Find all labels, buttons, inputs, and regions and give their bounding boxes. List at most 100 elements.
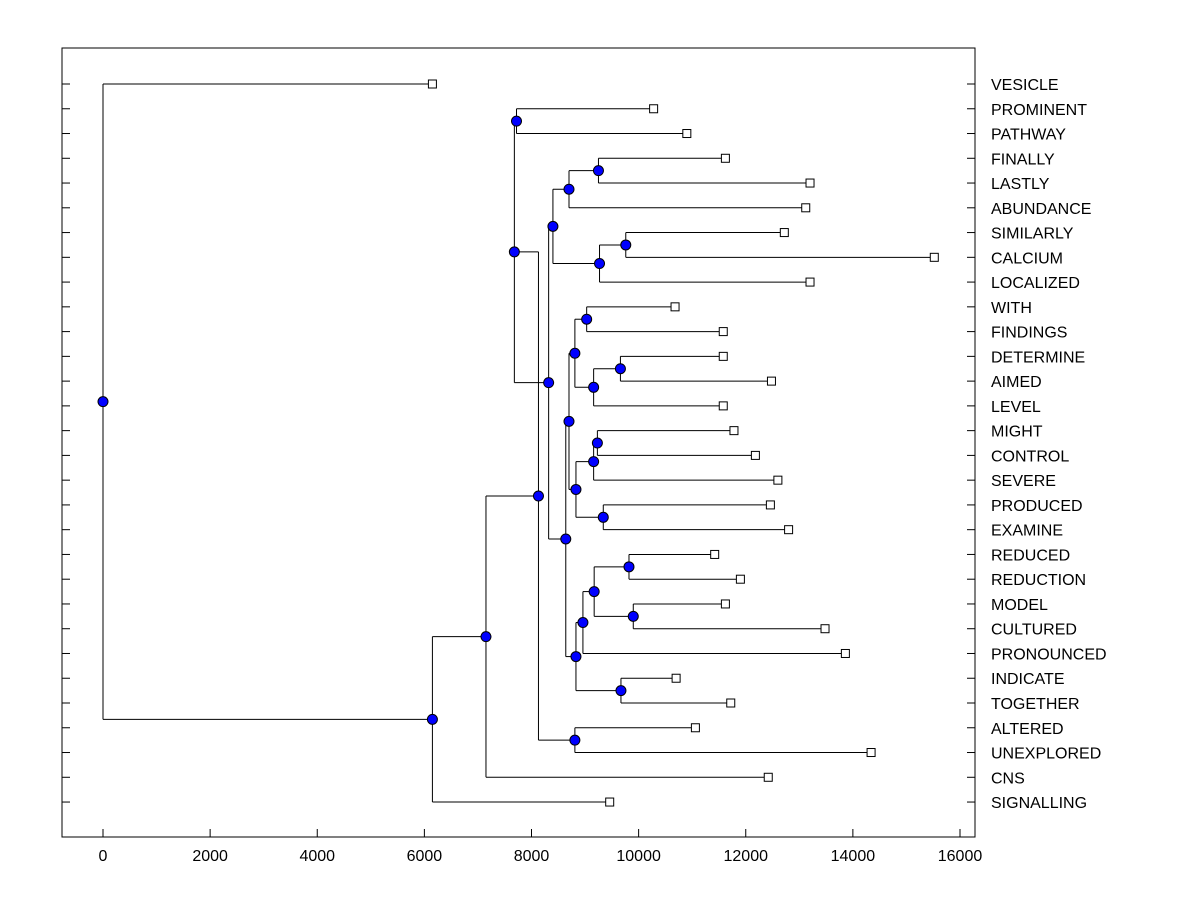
leaf-label: SEVERE [991, 473, 1056, 490]
leaf-label: LEVEL [991, 399, 1041, 416]
merge-node [588, 381, 600, 393]
merge-node [570, 651, 582, 663]
leaf-label: FINDINGS [991, 325, 1067, 342]
merge-node [581, 313, 593, 325]
x-axis: 0 2000 4000 6000 8000 10000 12000 14000 16000 [99, 829, 983, 865]
leaf-marker [690, 723, 700, 733]
leaf-marker [735, 574, 745, 584]
x-tick-label: 8000 [514, 848, 550, 865]
leaf-marker [670, 302, 680, 312]
leaf-marker [720, 599, 730, 609]
leaf-marker [766, 376, 776, 386]
leaf-marker [801, 203, 811, 213]
leaf-label: CULTURED [991, 622, 1077, 639]
leaf-label: TOGETHER [991, 696, 1080, 713]
merge-node [592, 165, 604, 177]
merge-node [532, 490, 544, 502]
leaf-label: MIGHT [991, 424, 1043, 441]
merge-node [620, 239, 632, 251]
merge-node [511, 115, 523, 127]
leaf-marker [765, 500, 775, 510]
leaf-label: WITH [991, 300, 1032, 317]
merge-node [569, 734, 581, 746]
leaf-marker [866, 748, 876, 758]
leaf-label: ALTERED [991, 721, 1064, 738]
leaf-label: PRODUCED [991, 498, 1083, 515]
leaf-marker [763, 772, 773, 782]
leaf-marker [840, 648, 850, 658]
leaf-label: ABUNDANCE [991, 201, 1091, 218]
leaf-marker [805, 277, 815, 287]
leaf-label: LASTLY [991, 176, 1050, 193]
leaf-marker [805, 178, 815, 188]
merge-nodes [97, 115, 639, 746]
merge-node [623, 561, 635, 573]
leaf-marker [671, 673, 681, 683]
merge-node [569, 347, 581, 359]
leaf-label: INDICATE [991, 671, 1064, 688]
merge-node [563, 183, 575, 195]
merge-node [543, 377, 555, 389]
x-tick-label: 14000 [831, 848, 876, 865]
leaf-marker [750, 450, 760, 460]
leaf-marker [427, 79, 437, 89]
leaf-marker [726, 698, 736, 708]
leaf-label: PROMINENT [991, 102, 1087, 119]
leaf-marker [784, 525, 794, 535]
leaf-label: FINALLY [991, 151, 1055, 168]
merge-node [588, 586, 600, 598]
leaf-label: CONTROL [991, 448, 1069, 465]
leaf-label: PRONOUNCED [991, 646, 1107, 663]
leaf-label: AIMED [991, 374, 1042, 391]
leaf-labels: VESICLE PROMINENT PATHWAY FINALLY LASTLY ABUN… [991, 77, 1107, 812]
x-tick-label: 12000 [724, 848, 769, 865]
leaf-label: REDUCED [991, 547, 1070, 564]
merge-node [597, 511, 609, 523]
leaf-marker [649, 104, 659, 114]
x-tick-label: 0 [99, 848, 108, 865]
leaf-label: DETERMINE [991, 349, 1085, 366]
leaf-label: VESICLE [991, 77, 1059, 94]
x-tick-label: 6000 [407, 848, 443, 865]
leaf-label: SIMILARLY [991, 226, 1074, 243]
leaf-markers [427, 79, 939, 807]
plot-frame [61, 47, 976, 838]
x-tick-label: 4000 [299, 848, 335, 865]
merge-node [97, 396, 109, 408]
merge-node [627, 610, 639, 622]
leaf-label: UNEXPLORED [991, 746, 1101, 763]
leaf-label: EXAMINE [991, 523, 1063, 540]
branches [102, 83, 935, 803]
leaf-marker [720, 153, 730, 163]
leaf-marker [682, 129, 692, 139]
leaf-marker [779, 228, 789, 238]
leaf-marker [729, 426, 739, 436]
merge-node [594, 258, 606, 270]
merge-node [614, 363, 626, 375]
merge-node [560, 533, 572, 545]
leaf-marker [710, 549, 720, 559]
leaf-marker [929, 252, 939, 262]
merge-node [615, 685, 627, 697]
merge-node [547, 220, 559, 232]
leaf-label: CALCIUM [991, 250, 1063, 267]
merge-node [577, 617, 589, 629]
leaf-label: PATHWAY [991, 127, 1066, 144]
leaf-marker [718, 401, 728, 411]
leaf-label: REDUCTION [991, 572, 1086, 589]
leaf-label: LOCALIZED [991, 275, 1080, 292]
leaf-marker [605, 797, 615, 807]
leaf-marker [773, 475, 783, 485]
leaf-label: SIGNALLING [991, 795, 1087, 812]
leaf-label: CNS [991, 770, 1025, 787]
merge-node [480, 631, 492, 643]
merge-node [563, 415, 575, 427]
merge-node [570, 483, 582, 495]
leaf-label: MODEL [991, 597, 1048, 614]
merge-node [588, 456, 600, 468]
x-tick-label: 10000 [616, 848, 661, 865]
x-tick-label: 16000 [938, 848, 983, 865]
merge-node [426, 713, 438, 725]
y-ticks [62, 83, 975, 803]
